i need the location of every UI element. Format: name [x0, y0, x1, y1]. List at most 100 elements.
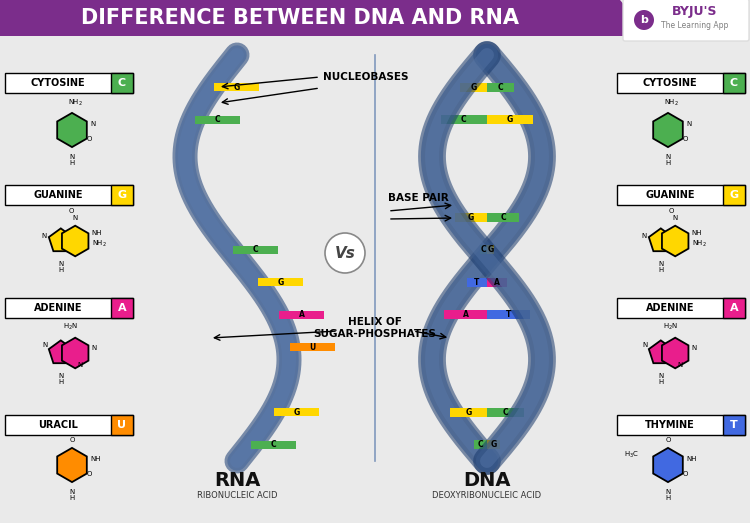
FancyBboxPatch shape	[259, 278, 304, 287]
FancyBboxPatch shape	[487, 408, 524, 417]
Text: N: N	[90, 121, 95, 127]
FancyBboxPatch shape	[111, 415, 133, 435]
Text: NH: NH	[90, 456, 101, 462]
Text: C: C	[478, 440, 483, 449]
Text: N: N	[692, 345, 697, 351]
Text: G: G	[488, 245, 494, 254]
Text: H: H	[58, 267, 64, 272]
Text: NH$_2$: NH$_2$	[692, 239, 707, 249]
Text: N: N	[665, 489, 670, 495]
Text: GUANINE: GUANINE	[645, 190, 694, 200]
Text: N: N	[673, 215, 678, 221]
Polygon shape	[649, 340, 673, 363]
Text: O: O	[69, 437, 75, 443]
Text: THYMINE: THYMINE	[645, 420, 694, 430]
FancyBboxPatch shape	[617, 185, 745, 205]
Text: ADENINE: ADENINE	[34, 303, 82, 313]
FancyBboxPatch shape	[454, 213, 487, 222]
Text: N: N	[642, 342, 647, 348]
Text: G: G	[468, 213, 474, 222]
FancyBboxPatch shape	[195, 116, 240, 124]
Text: N: N	[69, 489, 74, 495]
Text: N: N	[658, 260, 664, 267]
Text: A: A	[118, 303, 126, 313]
Circle shape	[325, 233, 365, 273]
Text: CYTOSINE: CYTOSINE	[31, 78, 86, 88]
Polygon shape	[662, 226, 688, 256]
Text: N: N	[677, 362, 682, 368]
Text: C: C	[497, 83, 503, 92]
Text: G: G	[118, 190, 127, 200]
Text: N: N	[58, 372, 64, 379]
FancyBboxPatch shape	[623, 0, 749, 41]
Text: G: G	[730, 190, 739, 200]
Polygon shape	[62, 338, 88, 368]
Text: O: O	[68, 208, 74, 214]
Text: C: C	[214, 116, 220, 124]
FancyBboxPatch shape	[487, 213, 519, 222]
FancyBboxPatch shape	[723, 73, 745, 93]
FancyBboxPatch shape	[214, 84, 259, 92]
Text: DNA: DNA	[464, 472, 511, 491]
Text: H: H	[665, 495, 670, 501]
FancyBboxPatch shape	[5, 185, 133, 205]
FancyBboxPatch shape	[5, 298, 133, 318]
Text: G: G	[490, 440, 496, 449]
Text: C: C	[118, 78, 126, 88]
Text: G: G	[470, 83, 477, 92]
Polygon shape	[0, 0, 650, 36]
FancyBboxPatch shape	[474, 440, 487, 449]
Text: N: N	[665, 154, 670, 160]
Text: H: H	[665, 160, 670, 166]
Text: C: C	[503, 408, 509, 417]
Text: T: T	[474, 278, 479, 287]
Text: BYJU'S: BYJU'S	[672, 6, 718, 18]
FancyBboxPatch shape	[251, 441, 296, 449]
Text: N: N	[41, 233, 46, 239]
Text: NH$_2$: NH$_2$	[664, 98, 679, 108]
Text: ADENINE: ADENINE	[646, 303, 694, 313]
Text: C: C	[253, 245, 258, 254]
Text: G: G	[233, 83, 239, 92]
FancyBboxPatch shape	[487, 83, 514, 92]
FancyBboxPatch shape	[487, 278, 508, 287]
Text: N: N	[73, 215, 78, 221]
Text: N: N	[58, 260, 64, 267]
FancyBboxPatch shape	[111, 73, 133, 93]
Polygon shape	[653, 113, 682, 147]
Text: U: U	[118, 420, 127, 430]
Text: O: O	[683, 135, 688, 142]
Text: URACIL: URACIL	[38, 420, 78, 430]
Polygon shape	[649, 229, 673, 251]
FancyBboxPatch shape	[617, 298, 745, 318]
Circle shape	[634, 10, 654, 30]
Text: NH$_2$: NH$_2$	[92, 239, 107, 249]
Text: RIBONUCLEIC ACID: RIBONUCLEIC ACID	[196, 491, 278, 499]
Polygon shape	[49, 229, 73, 251]
Polygon shape	[57, 113, 87, 147]
Text: C: C	[461, 116, 466, 124]
Text: H: H	[658, 267, 664, 272]
Text: H$_2$N: H$_2$N	[63, 322, 79, 332]
Text: b: b	[640, 15, 648, 25]
Text: H: H	[658, 379, 664, 384]
Text: HELIX OF
SUGAR-PHOSPHATES: HELIX OF SUGAR-PHOSPHATES	[314, 317, 436, 339]
Text: NH: NH	[686, 456, 697, 462]
Text: N: N	[92, 345, 97, 351]
Text: NH$_2$: NH$_2$	[68, 98, 83, 108]
Text: O: O	[682, 471, 688, 477]
FancyBboxPatch shape	[290, 343, 335, 351]
FancyBboxPatch shape	[617, 73, 745, 93]
Text: A: A	[494, 278, 500, 287]
Text: A: A	[299, 310, 304, 320]
FancyBboxPatch shape	[617, 415, 745, 435]
Text: O: O	[668, 208, 674, 214]
Text: A: A	[463, 310, 469, 320]
Text: N: N	[69, 154, 74, 160]
FancyBboxPatch shape	[487, 310, 530, 320]
FancyBboxPatch shape	[445, 310, 487, 320]
Text: G: G	[507, 116, 513, 124]
Text: The Learning App: The Learning App	[662, 20, 729, 29]
Text: A: A	[730, 303, 738, 313]
Text: NH: NH	[92, 230, 102, 236]
